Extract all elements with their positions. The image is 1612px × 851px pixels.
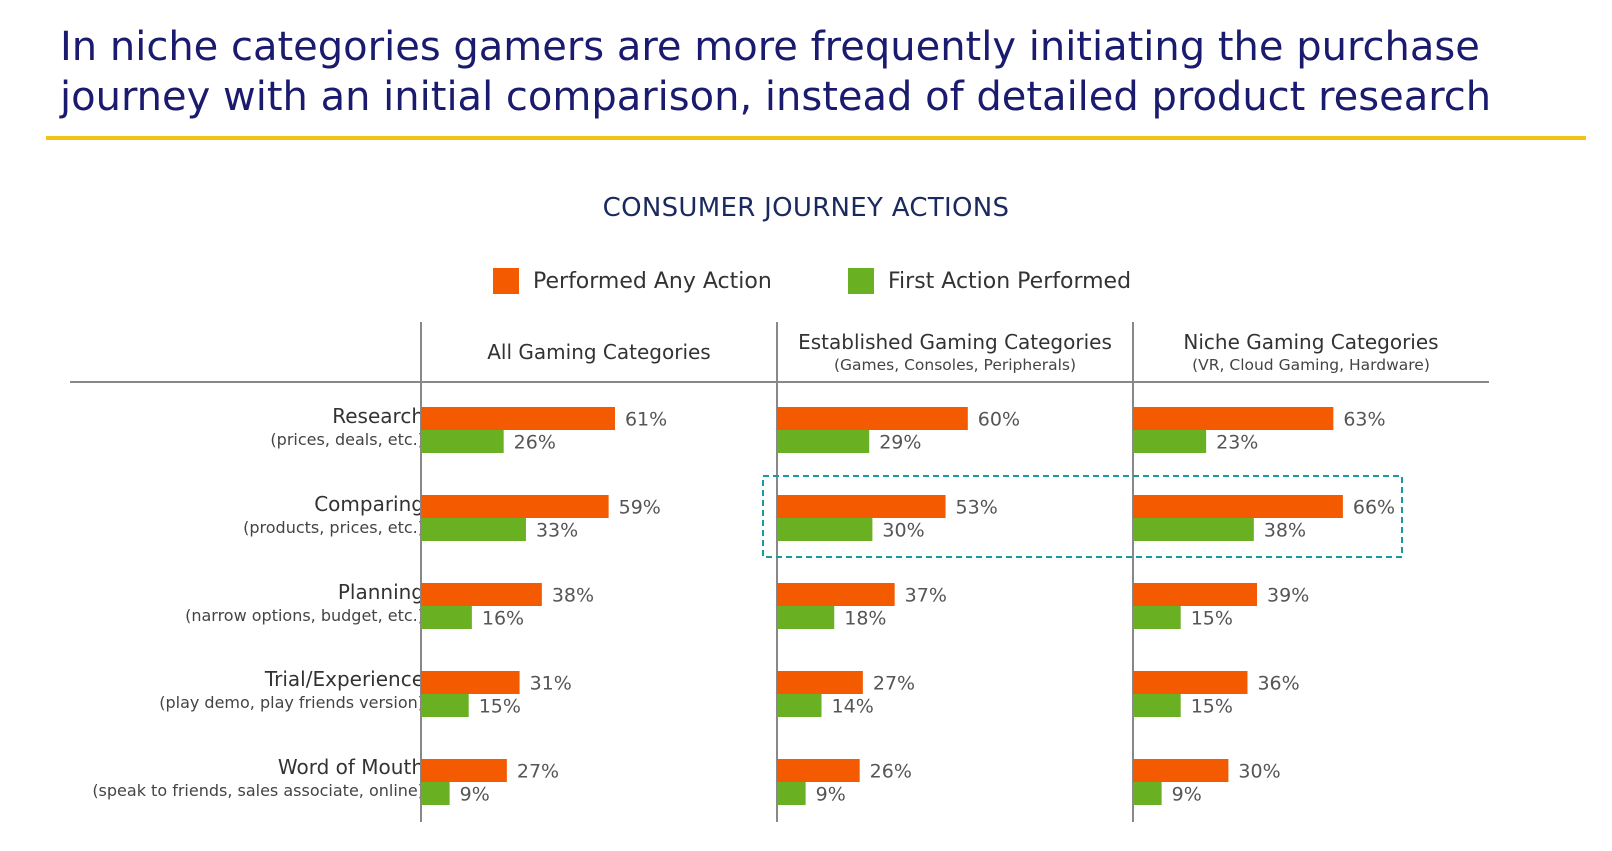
chart-title: CONSUMER JOURNEY ACTIONS: [602, 193, 1010, 223]
panel-subtitle: (Games, Consoles, Peripherals): [833, 356, 1077, 374]
bar-first-action: [421, 518, 526, 541]
bar-any-action: [1133, 583, 1258, 606]
data-label-first-action: 23%: [1216, 432, 1258, 454]
bar-first-action: [421, 694, 469, 717]
bar-first-action: [1133, 782, 1162, 805]
headline-underline: [46, 136, 1586, 140]
panel-title: All Gaming Categories: [487, 340, 711, 364]
category-sublabel: (prices, deals, etc.): [270, 430, 424, 449]
data-label-first-action: 15%: [1191, 608, 1233, 630]
data-label-first-action: 9%: [816, 784, 846, 806]
data-label-any-action: 36%: [1257, 673, 1299, 695]
bar-any-action: [421, 583, 542, 606]
bar-first-action: [777, 606, 835, 629]
chart-legend: Performed Any Action First Action Perfor…: [0, 268, 1612, 304]
data-label-first-action: 9%: [460, 784, 490, 806]
data-label-first-action: 15%: [479, 696, 521, 718]
category-label: Planning: [337, 580, 424, 604]
bar-first-action: [1133, 430, 1207, 453]
data-label-any-action: 59%: [619, 497, 661, 519]
category-sublabel: (narrow options, budget, etc.): [185, 606, 424, 625]
panel-title: Established Gaming Categories: [798, 330, 1112, 354]
bar-first-action: [777, 430, 870, 453]
page-headline: In niche categories gamers are more freq…: [60, 22, 1560, 122]
data-label-first-action: 33%: [536, 520, 578, 542]
row-label-planning: Planning (narrow options, budget, etc.): [185, 580, 424, 625]
category-sublabel: (products, prices, etc.): [243, 518, 424, 537]
bar-any-action: [421, 407, 615, 430]
data-label-any-action: 27%: [873, 673, 915, 695]
data-label-any-action: 30%: [1238, 761, 1280, 783]
data-label-first-action: 9%: [1172, 784, 1202, 806]
panel-title: Niche Gaming Categories: [1183, 330, 1439, 354]
data-label-first-action: 16%: [482, 608, 524, 630]
bar-first-action: [777, 694, 822, 717]
category-label: Trial/Experience: [264, 667, 424, 691]
bar-first-action: [777, 782, 806, 805]
headline-line-1: In niche categories gamers are more freq…: [60, 24, 1480, 70]
row-label-trial-experience: Trial/Experience (play demo, play friend…: [159, 667, 424, 712]
panel-subtitle: (VR, Cloud Gaming, Hardware): [1192, 356, 1430, 374]
data-label-first-action: 38%: [1264, 520, 1306, 542]
data-label-any-action: 53%: [956, 497, 998, 519]
category-sublabel: (speak to friends, sales associate, onli…: [92, 781, 424, 800]
data-label-any-action: 61%: [625, 409, 667, 431]
headline-line-2: journey with an initial comparison, inst…: [60, 74, 1492, 120]
bar-any-action: [1133, 671, 1248, 694]
bar-first-action: [1133, 518, 1254, 541]
panel-header-all: All Gaming Categories: [421, 340, 777, 364]
row-label-research: Research (prices, deals, etc.): [270, 404, 424, 449]
bar-any-action: [1133, 407, 1334, 430]
legend-item-first-action-performed: First Action Performed: [848, 268, 1131, 294]
data-label-first-action: 14%: [832, 696, 874, 718]
bar-any-action: [777, 583, 895, 606]
data-label-any-action: 31%: [530, 673, 572, 695]
data-label-any-action: 63%: [1343, 409, 1385, 431]
legend-label: Performed Any Action: [533, 268, 772, 294]
data-label-any-action: 26%: [870, 761, 912, 783]
data-label-any-action: 39%: [1267, 585, 1309, 607]
bar-any-action: [1133, 495, 1343, 518]
bar-first-action: [1133, 694, 1181, 717]
category-sublabel: (play demo, play friends version): [159, 693, 424, 712]
data-label-any-action: 60%: [978, 409, 1020, 431]
data-label-first-action: 15%: [1191, 696, 1233, 718]
data-label-any-action: 37%: [905, 585, 947, 607]
bar-any-action: [421, 759, 507, 782]
legend-label: First Action Performed: [888, 268, 1132, 294]
bar-first-action: [421, 782, 450, 805]
bar-any-action: [777, 407, 968, 430]
data-label-first-action: 18%: [844, 608, 886, 630]
category-label: Word of Mouth: [277, 755, 424, 779]
bar-any-action: [777, 759, 860, 782]
data-label-first-action: 30%: [882, 520, 924, 542]
data-label-first-action: 26%: [514, 432, 556, 454]
legend-swatch-green: [848, 268, 874, 294]
category-label: Comparing: [314, 492, 424, 516]
data-label-first-action: 29%: [879, 432, 921, 454]
bar-any-action: [421, 671, 520, 694]
bar-any-action: [777, 495, 946, 518]
data-label-any-action: 38%: [552, 585, 594, 607]
panel-header-niche: Niche Gaming Categories (VR, Cloud Gamin…: [1133, 330, 1489, 374]
category-label: Research: [332, 404, 424, 428]
legend-item-performed-any-action: Performed Any Action: [493, 268, 772, 294]
bar-first-action: [421, 430, 504, 453]
bar-any-action: [777, 671, 863, 694]
bar-first-action: [421, 606, 472, 629]
legend-swatch-orange: [493, 268, 519, 294]
row-label-word-of-mouth: Word of Mouth (speak to friends, sales a…: [92, 755, 424, 800]
panel-header-established: Established Gaming Categories (Games, Co…: [777, 330, 1133, 374]
data-label-any-action: 27%: [517, 761, 559, 783]
bar-any-action: [421, 495, 609, 518]
bar-any-action: [1133, 759, 1229, 782]
bar-first-action: [777, 518, 873, 541]
row-label-comparing: Comparing (products, prices, etc.): [243, 492, 424, 537]
data-label-any-action: 66%: [1353, 497, 1395, 519]
bar-first-action: [1133, 606, 1181, 629]
